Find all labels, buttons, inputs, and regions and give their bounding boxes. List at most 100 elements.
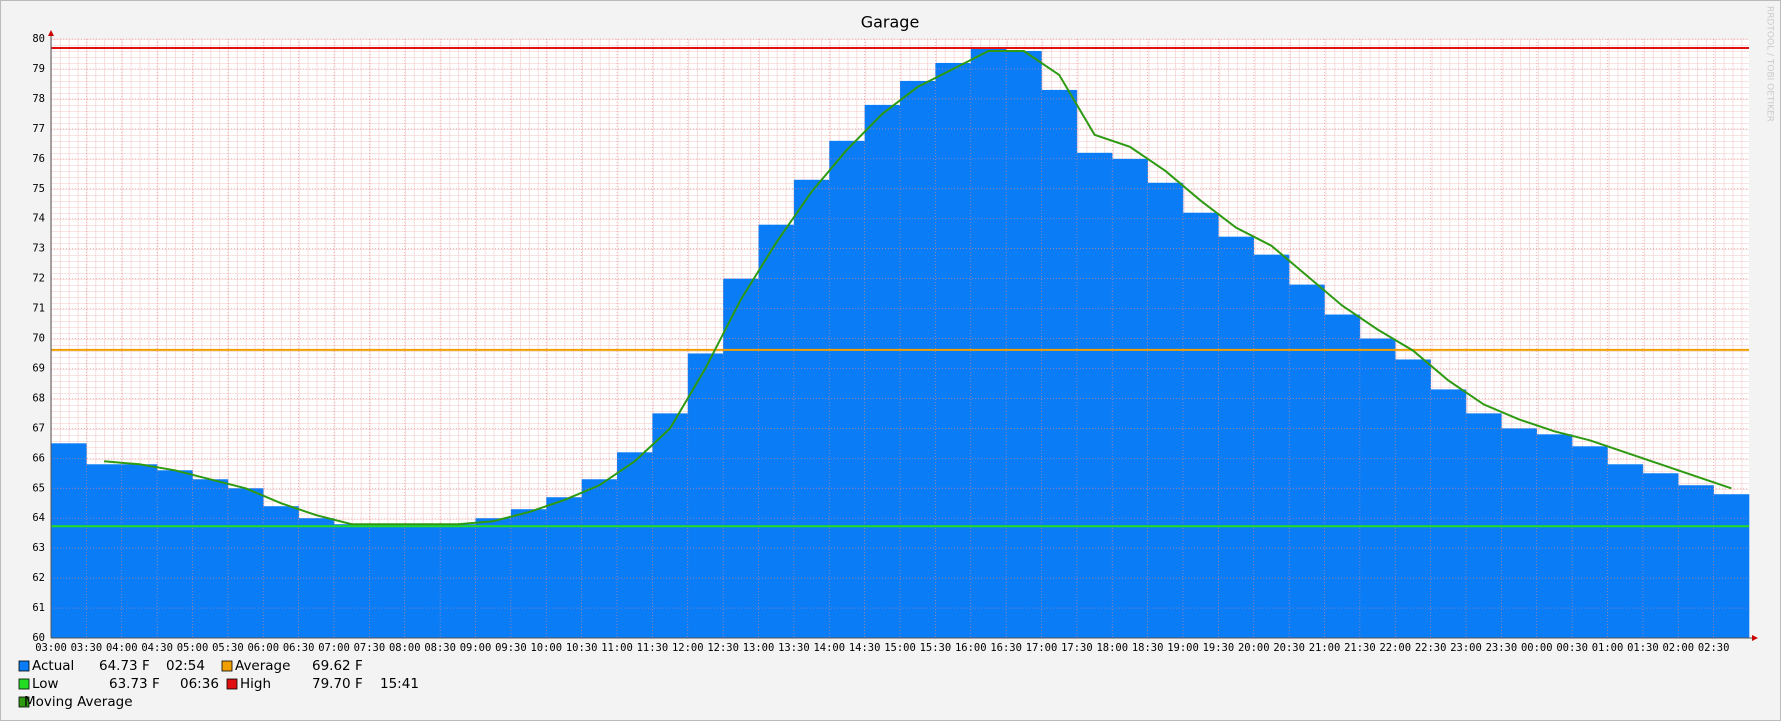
y-tick-label: 60 [32,632,45,644]
legend-label: Average [235,658,290,674]
area-step [157,470,193,638]
area-step [1430,389,1467,638]
x-tick-label: 18:30 [1132,642,1164,654]
x-tick-label: 23:00 [1450,642,1482,654]
y-tick-label: 79 [32,63,45,75]
area-step [1642,473,1679,638]
y-tick-label: 64 [32,512,45,524]
x-tick-label: 04:30 [141,642,173,654]
y-tick-label: 62 [32,572,45,584]
area-step [1041,89,1078,639]
y-tick-label: 66 [32,452,45,464]
x-tick-label: 15:00 [884,642,916,654]
y-tick-label: 70 [32,333,45,345]
legend-swatch [18,696,30,708]
x-tick-label: 22:00 [1379,642,1411,654]
x-tick-label: 05:30 [212,642,244,654]
x-tick-label: 07:00 [318,642,350,654]
x-tick-label: 09:00 [460,642,492,654]
area-step [263,506,299,638]
y-tick-label: 80 [32,33,45,45]
y-tick-label: 76 [32,153,45,165]
legend-time: 02:54 [166,658,205,674]
x-tick-label: 17:00 [1026,642,1058,654]
legend-time: 06:36 [180,676,219,692]
area-step [1218,236,1255,639]
area-step [51,443,87,638]
legend-value: 63.73 F [109,676,160,692]
area-step [970,47,1007,639]
x-tick-label: 13:00 [743,642,775,654]
x-axis-arrow [1752,635,1758,641]
x-tick-label: 07:30 [354,642,386,654]
x-tick-label: 21:00 [1309,642,1341,654]
x-tick-label: 00:00 [1521,642,1553,654]
area-step [1253,254,1290,638]
x-tick-label: 00:30 [1556,642,1588,654]
area-step [1006,50,1042,639]
y-tick-label: 61 [32,602,45,614]
x-tick-label: 13:30 [778,642,810,654]
x-tick-label: 11:30 [637,642,669,654]
legend-label: High [240,676,271,692]
x-tick-label: 22:30 [1415,642,1447,654]
x-tick-label: 20:00 [1238,642,1270,654]
x-tick-label: 16:30 [990,642,1022,654]
x-tick-label: 16:00 [955,642,987,654]
area-step [510,509,547,638]
y-tick-label: 77 [32,123,45,135]
area-step [546,497,582,638]
area-step [864,104,901,638]
legend-value: 79.70 F [312,676,363,692]
x-tick-label: 02:00 [1662,642,1694,654]
legend-swatch [18,660,30,672]
x-tick-label: 10:00 [530,642,562,654]
area-step [475,518,512,638]
x-tick-label: 06:30 [283,642,315,654]
legend-label: Low [32,676,59,692]
x-tick-label: 21:30 [1344,642,1376,654]
x-tick-label: 02:30 [1698,642,1730,654]
x-tick-label: 12:00 [672,642,704,654]
area-step [1147,182,1184,638]
x-tick-label: 03:00 [35,642,67,654]
area-step [192,479,229,638]
x-tick-label: 08:30 [424,642,456,654]
y-tick-label: 73 [32,243,45,255]
legend-value: 69.62 F [312,658,363,674]
y-tick-label: 74 [32,213,45,225]
area-step [440,524,476,638]
x-tick-label: 04:00 [106,642,138,654]
area-step [86,464,123,638]
watermark: RRDTOOL / TOBI OETIKER [1765,6,1775,122]
x-tick-label: 17:30 [1061,642,1093,654]
chart-title: Garage [861,13,920,32]
area-step [369,524,406,638]
area-step [1713,494,1750,638]
area-step [758,224,795,638]
area-step [1607,464,1644,638]
legend-label: Moving Average [24,694,133,710]
area-step [1183,212,1219,638]
x-tick-label: 10:30 [566,642,598,654]
area-step [1112,158,1148,639]
y-tick-label: 71 [32,303,45,315]
x-tick-label: 05:00 [177,642,209,654]
x-tick-label: 03:30 [71,642,103,654]
area-step [900,80,936,639]
x-tick-label: 12:30 [707,642,739,654]
legend-swatch [18,678,30,690]
x-tick-label: 14:30 [849,642,881,654]
x-tick-label: 09:30 [495,642,527,654]
y-tick-label: 78 [32,93,45,105]
legend-swatch [226,678,238,690]
x-tick-label: 15:30 [920,642,952,654]
y-tick-label: 72 [32,273,45,285]
area-step [404,524,441,638]
x-tick-label: 23:30 [1486,642,1518,654]
area-step [687,353,724,638]
area-step [1076,152,1113,638]
area-step [334,524,370,638]
x-tick-label: 20:30 [1273,642,1305,654]
